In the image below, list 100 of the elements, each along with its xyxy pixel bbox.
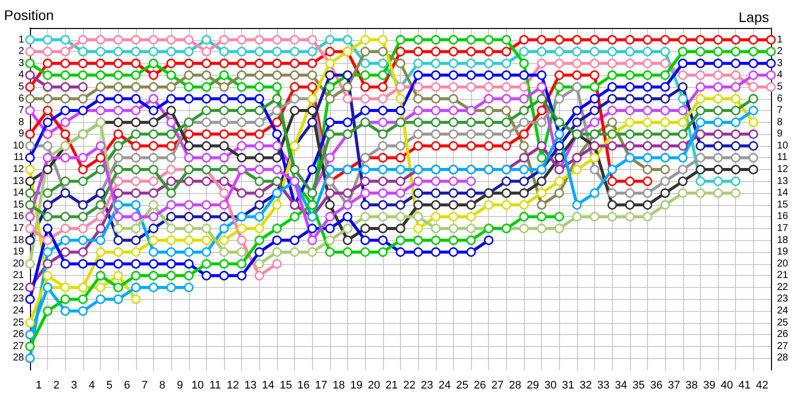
y-tick-label: 16 (12, 211, 24, 222)
y2-tick-label: 7 (777, 105, 783, 116)
x-tick-label: 8 (159, 380, 166, 392)
y-tick-label: 20 (12, 258, 24, 270)
y2-tick-label: 5 (777, 81, 783, 92)
x-tick-label: 38 (685, 380, 698, 392)
x-tick-label: 4 (88, 380, 95, 392)
y-tick-label: 24 (12, 306, 24, 317)
y-tick-label: 3 (18, 58, 24, 69)
y2-tick-label: 10 (777, 140, 789, 152)
y-tick-label: 5 (18, 81, 24, 92)
x-tick-label: 26 (474, 380, 486, 392)
y2-tick-label: 1 (777, 34, 783, 46)
x-tick-label: 1 (36, 380, 42, 392)
x-tick-label: 27 (491, 380, 504, 392)
y-tick-label: 15 (12, 199, 24, 210)
y-tick-label: 25 (12, 317, 24, 328)
y-tick-label: 8 (18, 116, 24, 128)
y2-tick-label: 26 (777, 329, 789, 340)
y2-tick-label: 18 (777, 234, 789, 246)
y-tick-label: 17 (12, 222, 24, 234)
x-tick-label: 19 (350, 380, 363, 392)
y-tick-label: 22 (12, 282, 24, 293)
y2-tick-label: 16 (777, 211, 789, 222)
y2-tick-label: 11 (777, 152, 788, 164)
y2-tick-label: 19 (777, 246, 789, 258)
y2-tick-label: 6 (777, 93, 783, 104)
y-tick-label: 21 (12, 270, 24, 282)
y2-tick-label: 22 (777, 282, 789, 293)
y2-tick-label: 4 (777, 70, 783, 81)
y-tick-label: 27 (12, 340, 24, 352)
y-tick-label: 7 (18, 105, 24, 116)
x-tick-label: 10 (191, 380, 204, 392)
x-tick-label: 25 (456, 380, 468, 392)
x-tick-label: 5 (106, 380, 112, 392)
y2-tick-label: 12 (777, 164, 789, 176)
y-tick-label: 13 (12, 176, 24, 187)
x-tick-label: 11 (210, 380, 221, 392)
x-tick-label: 14 (262, 380, 274, 392)
y-tick-label: 6 (18, 93, 24, 104)
x-tick-label: 20 (368, 380, 380, 392)
y2-tick-label: 24 (777, 306, 789, 317)
y-tick-label: 26 (12, 329, 24, 340)
y2-tick-label: 21 (777, 270, 789, 282)
y2-tick-label: 14 (777, 188, 789, 199)
y2-tick-label: 9 (777, 128, 783, 140)
y-tick-label: 23 (12, 294, 24, 305)
x-tick-label: 34 (614, 380, 628, 392)
y2-tick-label: 27 (777, 340, 789, 352)
x-tick-label: 17 (314, 380, 328, 392)
y-tick-label: 11 (14, 152, 24, 164)
x-tick-label: 16 (297, 380, 310, 392)
y-tick-label: 4 (18, 70, 24, 81)
x-tick-label: 22 (403, 380, 416, 392)
y2-tick-label: 13 (777, 176, 789, 187)
x-axis-title: Laps (738, 9, 769, 25)
x-tick-label: 2 (53, 380, 60, 392)
y2-tick-label: 2 (777, 46, 783, 58)
y2-tick-label: 23 (777, 294, 789, 305)
x-tick-label: 21 (386, 380, 398, 392)
y-tick-label: 18 (12, 234, 24, 246)
x-tick-label: 39 (703, 380, 716, 392)
y2-tick-label: 3 (777, 58, 783, 69)
x-tick-label: 24 (438, 380, 451, 392)
x-tick-label: 29 (526, 380, 539, 392)
y-tick-label: 28 (12, 352, 24, 364)
y-tick-label: 2 (18, 46, 24, 58)
x-tick-label: 18 (332, 380, 345, 392)
x-tick-label: 37 (668, 380, 680, 392)
x-tick-label: 6 (124, 380, 130, 392)
y-tick-label: 12 (12, 164, 24, 176)
y2-tick-label: 15 (777, 199, 789, 210)
x-tick-label: 33 (597, 380, 610, 392)
x-tick-label: 41 (738, 380, 751, 392)
y2-tick-label: 8 (777, 116, 783, 128)
x-tick-label: 13 (244, 380, 257, 392)
y-tick-label: 19 (12, 246, 24, 258)
y2-tick-label: 17 (777, 222, 789, 234)
y2-tick-label: 25 (777, 317, 789, 328)
x-tick-label: 12 (226, 380, 240, 392)
x-tick-label: 30 (544, 380, 557, 392)
x-tick-label: 31 (562, 380, 574, 392)
y-axis-title: Position (4, 7, 54, 23)
x-tick-label: 3 (71, 380, 78, 392)
x-tick-label: 7 (142, 380, 148, 392)
y-tick-label: 1 (18, 34, 24, 46)
x-tick-label: 9 (176, 380, 184, 392)
y-tick-label: 10 (12, 140, 24, 152)
y-tick-label: 9 (18, 128, 24, 140)
x-tick-label: 42 (756, 380, 768, 392)
y2-tick-label: 28 (777, 352, 789, 364)
x-tick-label: 28 (509, 380, 522, 392)
y-tick-label: 14 (12, 188, 24, 199)
x-tick-label: 15 (280, 380, 292, 392)
y2-tick-label: 20 (777, 258, 789, 270)
x-tick-label: 36 (650, 380, 662, 392)
x-tick-label: 40 (720, 380, 734, 392)
x-tick-label: 35 (632, 380, 645, 392)
x-tick-label: 32 (580, 380, 592, 392)
x-tick-label: 23 (420, 380, 434, 392)
